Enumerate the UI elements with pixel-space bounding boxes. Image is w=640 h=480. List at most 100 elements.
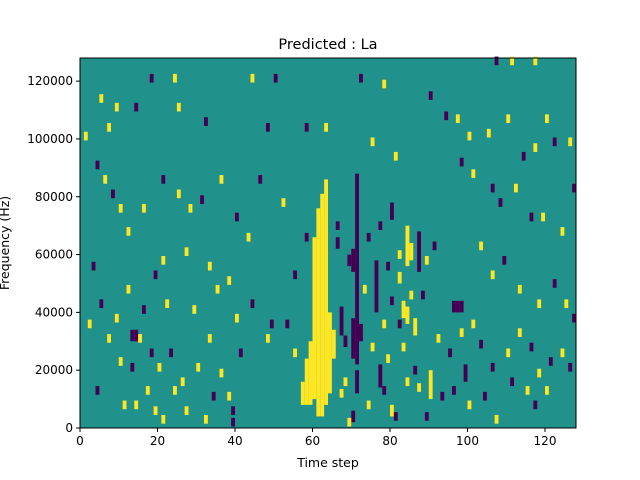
y-tick-label: 0 <box>65 421 73 435</box>
heatmap-cell <box>343 377 348 387</box>
heatmap-cell <box>293 270 297 280</box>
heatmap-cell <box>269 319 274 329</box>
heatmap-cell <box>266 123 270 132</box>
heatmap-cell <box>541 212 545 222</box>
y-axis-ticks: 0 20000 40000 60000 80000 100000 120000 <box>27 74 80 435</box>
heatmap-cell <box>572 183 576 193</box>
heatmap-cell <box>393 151 398 161</box>
heatmap-cell <box>153 406 158 415</box>
heatmap-cell <box>370 342 375 352</box>
x-tick-label: 20 <box>150 434 165 448</box>
heatmap-cell <box>142 305 146 314</box>
heatmap-run <box>308 341 313 405</box>
heatmap-cell <box>207 261 212 271</box>
heatmap-cell <box>386 354 390 363</box>
heatmap-cell <box>459 328 464 337</box>
heatmap-cell <box>479 339 483 349</box>
heatmap-cell <box>99 299 104 309</box>
y-tick-label: 20000 <box>35 363 73 377</box>
heatmap-run <box>134 329 139 342</box>
heatmap-cell <box>149 348 154 358</box>
heatmap-run <box>374 260 379 313</box>
heatmap-cell <box>238 348 243 358</box>
heatmap-run <box>401 300 406 319</box>
heatmap-run <box>359 323 363 342</box>
heatmap-cell <box>134 102 139 112</box>
heatmap-run <box>351 410 356 423</box>
heatmap-cell <box>227 276 232 285</box>
heatmap-cell <box>471 319 476 329</box>
heatmap-cell <box>393 412 398 421</box>
heatmap-cell <box>324 123 328 132</box>
heatmap-cell <box>436 334 441 343</box>
heatmap-cell <box>529 212 534 222</box>
heatmap-cell <box>130 362 135 372</box>
plot-frame <box>79 57 577 429</box>
chart-title: Predicted : La <box>278 37 377 53</box>
heatmap-cell <box>192 305 197 314</box>
heatmap-cell <box>564 299 569 309</box>
heatmap-cell <box>502 256 507 265</box>
heatmap-run <box>413 318 418 336</box>
heatmap-cell <box>173 386 177 395</box>
heatmap-cell <box>537 299 542 309</box>
heatmap-run <box>428 370 433 400</box>
x-tick-label: 0 <box>76 434 84 448</box>
heatmap-cell <box>459 157 464 167</box>
heatmap-cell <box>545 386 549 395</box>
y-axis-label: Frequency (Hz) <box>0 196 12 290</box>
heatmap-cell <box>490 362 495 372</box>
heatmap-cell <box>138 334 142 343</box>
heatmap-cell <box>467 400 472 410</box>
heatmap-run <box>405 225 410 267</box>
heatmap-cell <box>235 313 239 323</box>
x-tick-label: 60 <box>305 434 320 448</box>
x-axis-label: Time step <box>296 455 359 470</box>
heatmap-cell <box>568 137 573 147</box>
heatmap-run <box>335 237 340 249</box>
heatmap-cell <box>378 221 383 230</box>
heatmap-run <box>343 335 348 348</box>
heatmap-cell <box>200 195 204 204</box>
heatmap-cell <box>362 284 367 294</box>
heatmap-cell <box>161 414 166 424</box>
heatmap-cell <box>359 73 363 83</box>
heatmap-cell <box>347 417 352 427</box>
heatmap-cell <box>424 412 429 421</box>
heatmap-cell <box>366 400 371 410</box>
heatmap-cell <box>506 114 511 124</box>
heatmap-cell <box>304 123 309 132</box>
heatmap-cell <box>227 391 232 401</box>
heatmap-cell <box>165 299 170 309</box>
heatmap-cell <box>413 365 418 375</box>
heatmap-cell <box>490 270 495 280</box>
heatmap-cell <box>188 203 193 213</box>
heatmap-cell <box>180 377 185 387</box>
heatmap-cell <box>386 261 390 271</box>
heatmap-cell <box>467 131 472 141</box>
heatmap-cell <box>533 400 538 410</box>
heatmap-run <box>316 208 321 417</box>
heatmap-cell <box>525 386 530 395</box>
heatmap-cell <box>114 313 119 323</box>
heatmap-cell <box>176 189 181 199</box>
heatmap-cell <box>293 348 297 358</box>
heatmap-cell <box>510 56 514 66</box>
heatmap-cell <box>424 256 429 265</box>
heatmap-cell <box>568 362 573 372</box>
heatmap-cell <box>382 79 387 89</box>
heatmap-cell <box>149 73 154 83</box>
heatmap-cell <box>114 102 119 112</box>
heatmap-cell <box>444 111 449 121</box>
heatmap-cell <box>560 348 565 358</box>
heatmap-cell <box>397 319 402 329</box>
heatmap-cell <box>382 319 387 329</box>
y-tick-label: 100000 <box>27 132 73 146</box>
heatmap-cell <box>494 56 499 66</box>
heatmap-run <box>324 179 328 405</box>
heatmap-run <box>351 318 356 359</box>
heatmap-cell <box>122 400 127 410</box>
heatmap-run <box>390 404 394 417</box>
heatmap-cell <box>211 391 216 401</box>
heatmap-cell <box>510 377 514 387</box>
